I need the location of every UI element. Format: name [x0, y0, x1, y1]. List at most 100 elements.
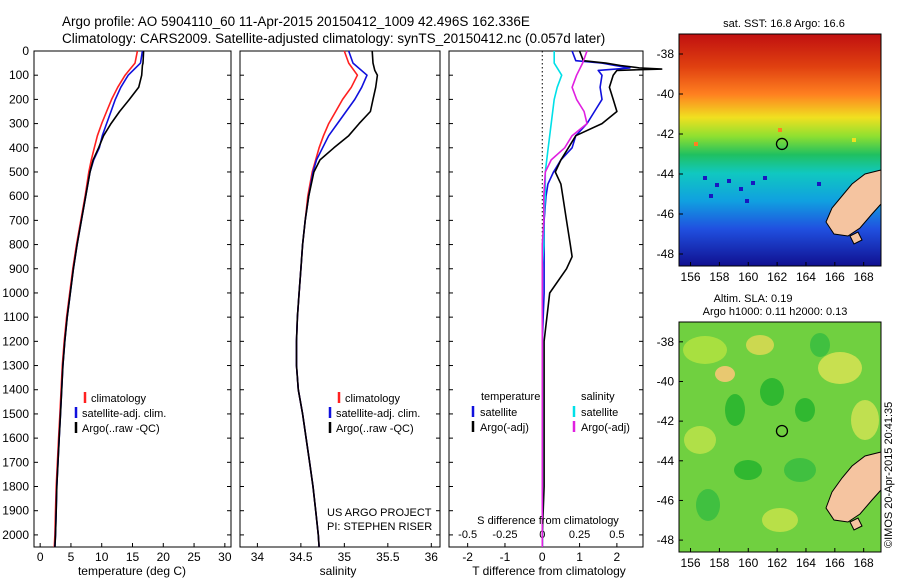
- sst-lat-ticks: -38 -40 -42 -44 -46 -48: [657, 47, 683, 261]
- sst-patch: [709, 194, 713, 198]
- x-tick-label: 34.5: [289, 550, 313, 564]
- depth-tick-label: 1200: [2, 334, 29, 348]
- x-tick-label: 25: [187, 550, 201, 564]
- depth-tick-label: 1100: [3, 310, 29, 324]
- legend-climatology: climatology: [345, 393, 401, 405]
- t-diff-tick-label: 1: [576, 550, 583, 564]
- sla-patch: [746, 335, 774, 355]
- lat-tick-label: -46: [657, 493, 675, 507]
- depth-tick-label: 0: [22, 44, 29, 58]
- lat-tick-label: -38: [657, 335, 675, 349]
- legend-argo: Argo(..raw -QC): [336, 423, 414, 435]
- lon-tick-label: 158: [709, 270, 729, 284]
- x-tick-label: 10: [95, 550, 109, 564]
- sla-patch: [810, 333, 830, 357]
- s-diff-tick-label: -0.5: [458, 529, 477, 541]
- header-line-2: Climatology: CARS2009. Satellite-adjuste…: [62, 31, 605, 46]
- temperature-panel: 0100200300400500600700800900100011001200…: [2, 44, 232, 578]
- lon-tick-label: 168: [854, 556, 874, 570]
- profile-line-argo-raw-qc: [54, 50, 145, 548]
- sst-patch: [727, 179, 731, 183]
- land-coastline: [825, 169, 882, 237]
- sla-map-frame: [678, 321, 882, 553]
- salinity-panel: 34 34.5 35 35.5 36 salinity climatology sate…: [239, 50, 441, 578]
- lat-tick-label: -38: [657, 47, 675, 61]
- sst-patch: [778, 128, 782, 132]
- credit-project: US ARGO PROJECT: [327, 507, 432, 519]
- lat-tick-label: -44: [657, 167, 675, 181]
- depth-tick-label: 1700: [2, 455, 29, 469]
- sla-anomaly-patches: [683, 333, 879, 532]
- temperature-x-label: temperature (deg C): [78, 564, 186, 578]
- depth-tick-label: 800: [9, 238, 29, 252]
- sst-lon-ticks: 156 158 160 162 164 166 168: [681, 262, 874, 284]
- x-tick-label: 34: [251, 550, 265, 564]
- temperature-profile-lines: [53, 50, 145, 548]
- sst-patch: [751, 181, 755, 185]
- depth-tick-label: 200: [9, 92, 29, 106]
- sla-patch: [725, 394, 745, 426]
- sla-patch: [734, 460, 762, 480]
- sst-patch: [852, 138, 856, 142]
- sla-map-title-2: Argo h1000: 0.11 h2000: 0.13: [703, 306, 848, 318]
- sla-patch: [795, 398, 815, 422]
- t-difference-label: T difference from climatology: [472, 564, 626, 578]
- difference-depth-ticks: [449, 50, 643, 536]
- lat-tick-label: -40: [657, 374, 675, 388]
- sst-patch: [694, 142, 698, 146]
- lon-tick-label: 166: [825, 270, 845, 284]
- lon-tick-label: 156: [681, 270, 701, 284]
- legend-salinity-title: salinity: [581, 391, 615, 403]
- difference-profile-lines: [541, 50, 663, 547]
- sla-patch: [715, 366, 735, 382]
- temperature-x-ticks: 0 5 10 15 20 25 30: [37, 543, 232, 564]
- difference-line-temperature-argo: [541, 50, 663, 547]
- salinity-legend: climatology satellite-adj. clim. Argo(..…: [328, 392, 420, 435]
- lon-tick-label: 164: [796, 270, 816, 284]
- lat-tick-label: -42: [657, 127, 675, 141]
- sla-map-title-1: Altim. SLA: 0.19: [714, 293, 793, 305]
- land-island: [849, 517, 863, 531]
- sla-map-panel: Altim. SLA: 0.19 Argo h1000: 0.11 h2000:…: [657, 293, 895, 570]
- depth-tick-label: 1500: [2, 407, 29, 421]
- sst-patch: [745, 199, 749, 203]
- lon-tick-label: 156: [681, 556, 701, 570]
- x-tick-label: 30: [218, 550, 232, 564]
- header-line-1: Argo profile: AO 5904110_60 11-Apr-2015 …: [62, 14, 530, 29]
- sst-map-frame: [678, 33, 882, 267]
- lat-tick-label: -48: [657, 533, 675, 547]
- legend-t-argo: Argo(-adj): [480, 422, 529, 434]
- lon-tick-label: 162: [767, 556, 787, 570]
- legend-s-satellite: satellite: [581, 407, 618, 419]
- x-tick-label: 36: [425, 550, 439, 564]
- t-diff-tick-label: 2: [614, 550, 621, 564]
- depth-axis-ticks: 0 100 200 300 400 500 600 700 800 900 1000 1100 1200…: [2, 44, 231, 542]
- sla-patch: [683, 336, 727, 364]
- argo-position-marker: [775, 137, 789, 151]
- sla-patch: [684, 426, 716, 454]
- depth-tick-label: 600: [9, 189, 29, 203]
- sla-patch: [818, 352, 862, 384]
- credit-pi: PI: STEPHEN RISER: [327, 521, 432, 533]
- imos-watermark: ©IMOS 20-Apr-2015 20:41:35: [883, 402, 895, 548]
- lon-tick-label: 160: [738, 270, 758, 284]
- sla-patch: [784, 458, 816, 482]
- salinity-axes-box: [239, 50, 441, 548]
- lat-tick-label: -40: [657, 87, 675, 101]
- x-tick-label: 20: [157, 550, 171, 564]
- depth-tick-label: 500: [9, 165, 29, 179]
- lat-tick-label: -44: [657, 454, 675, 468]
- temperature-legend: climatology satellite-adj. clim. Argo(..…: [74, 392, 166, 435]
- t-diff-tick-label: -1: [500, 550, 511, 564]
- legend-satellite: satellite-adj. clim.: [82, 408, 166, 420]
- lat-tick-label: -42: [657, 414, 675, 428]
- depth-tick-label: 1300: [2, 359, 29, 373]
- sst-patch: [715, 183, 719, 187]
- salinity-profile-lines: [295, 50, 379, 548]
- depth-tick-label: 1400: [2, 383, 29, 397]
- s-diff-tick-label: 0.5: [609, 529, 624, 541]
- legend-temperature-title: temperature: [481, 391, 540, 403]
- sst-patch: [763, 176, 767, 180]
- sst-cold-patches: [694, 128, 856, 203]
- legend-s-argo: Argo(-adj): [581, 422, 630, 434]
